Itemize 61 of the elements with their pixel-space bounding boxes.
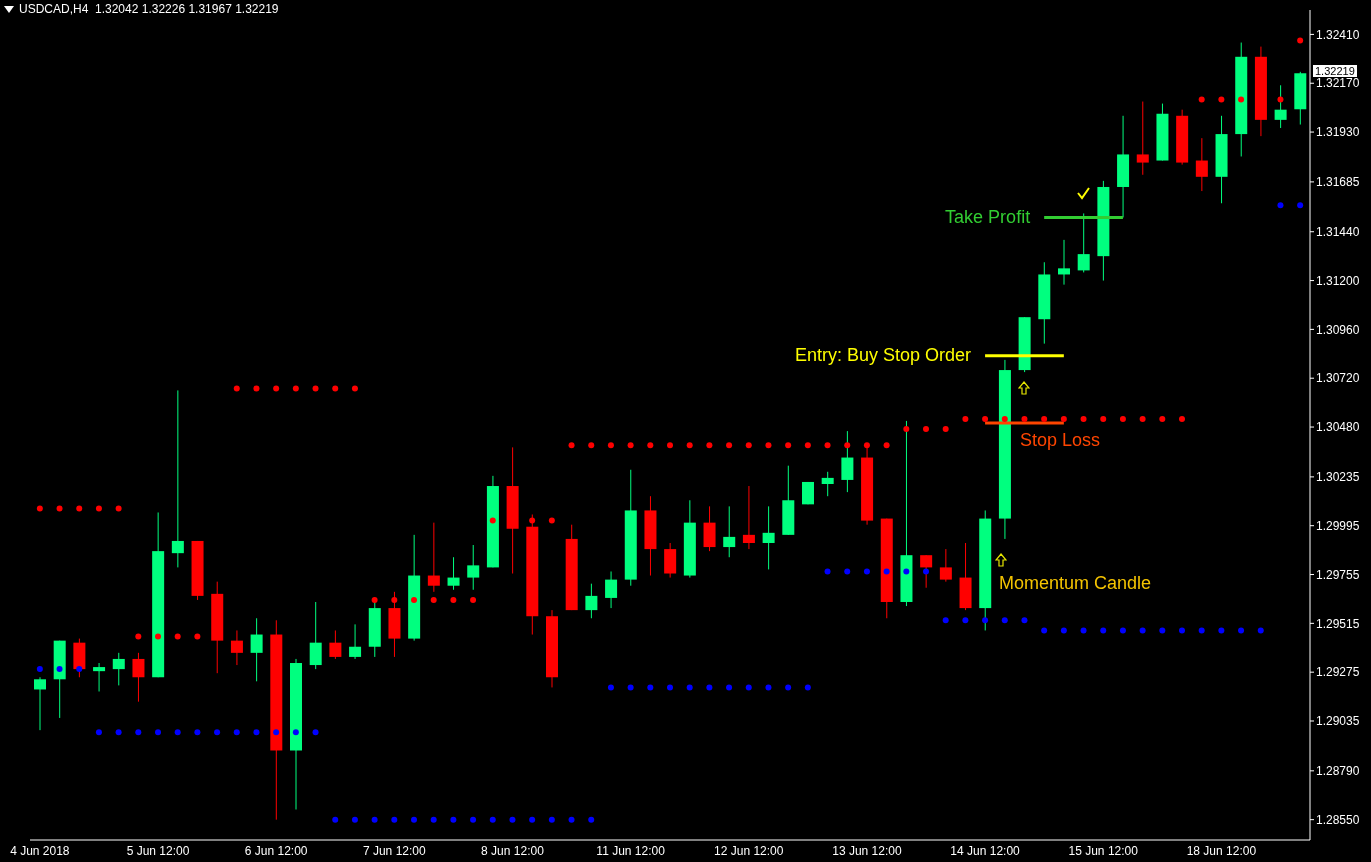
y-tick-label: 1.30235 (1316, 470, 1360, 485)
candlestick (309, 601, 322, 670)
y-tick-label: 1.29995 (1316, 518, 1360, 533)
candlestick (132, 652, 145, 703)
x-tick-label: 12 Jun 12:00 (714, 843, 784, 858)
y-tick-label: 1.30720 (1316, 371, 1360, 386)
candlestick (723, 505, 736, 558)
candlestick (1195, 137, 1208, 192)
x-tick-label: 15 Jun 12:00 (1068, 843, 1139, 858)
x-tick-label: 11 Jun 12:00 (596, 843, 666, 858)
y-tick-label: 1.28550 (1316, 812, 1360, 827)
x-tick-label: 18 Jun 12:00 (1186, 843, 1257, 858)
candlestick (112, 652, 125, 686)
y-tick-label: 1.30480 (1316, 420, 1360, 435)
candlestick (467, 544, 480, 591)
series-label: Take Profit (945, 206, 1031, 227)
candlestick (742, 485, 755, 550)
candlestick (920, 554, 933, 589)
series-label: Entry: Buy Stop Order (795, 344, 972, 365)
x-tick-label: 14 Jun 12:00 (950, 843, 1021, 858)
y-tick-label: 1.29755 (1316, 567, 1360, 582)
candlestick (605, 570, 618, 609)
candlestick (447, 556, 460, 591)
candlestick (939, 548, 952, 583)
y-tick-label: 1.32170 (1316, 76, 1360, 91)
candlestick (93, 662, 106, 692)
candlestick (34, 676, 46, 731)
x-tick-label: 13 Jun 12:00 (832, 843, 902, 858)
x-tick-label: 8 Jun 12:00 (481, 843, 545, 858)
y-tick-label: 1.31440 (1316, 225, 1360, 239)
candlestick (1274, 84, 1287, 129)
y-tick-label: 1.30960 (1316, 322, 1360, 337)
text: 1.32219 (1313, 65, 1357, 77)
y-tick-label: 1.31685 (1316, 175, 1360, 190)
candlestick (841, 430, 854, 493)
candlestick (250, 617, 263, 682)
y-tick-label: 1.29035 (1316, 714, 1360, 729)
candlestick (171, 389, 184, 568)
candlestick (762, 505, 775, 570)
candlestick (1077, 212, 1090, 273)
y-tick-label: 1.29275 (1316, 665, 1360, 680)
candlestick (349, 623, 362, 660)
y-tick-label: 1.32410 (1316, 27, 1360, 42)
annotation: Momentum Candle (999, 573, 1152, 594)
x-tick-label: 5 Jun 12:00 (126, 843, 190, 858)
candlestick (230, 629, 243, 666)
y-tick-label: 1.31930 (1316, 125, 1360, 140)
y-tick-label: 1.31200 (1316, 273, 1360, 288)
candlestick (821, 471, 834, 497)
candlestick (1058, 239, 1070, 286)
chart-title: USDCAD,H4 1.32042 1.32226 1.31967 1.32219 (19, 2, 279, 16)
x-tick-label: 4 Jun 2018 (10, 843, 70, 858)
candlestick (427, 522, 440, 593)
y-tick-label: 1.28790 (1316, 764, 1360, 779)
candlestick (1136, 101, 1149, 176)
y-tick-label: 1.29515 (1316, 616, 1360, 631)
series-label: Stop Loss (1020, 429, 1101, 450)
x-tick-label: 7 Jun 12:00 (362, 843, 426, 858)
candlestick (585, 583, 598, 619)
candlestick (329, 629, 342, 660)
x-tick-label: 6 Jun 12:00 (244, 843, 308, 858)
